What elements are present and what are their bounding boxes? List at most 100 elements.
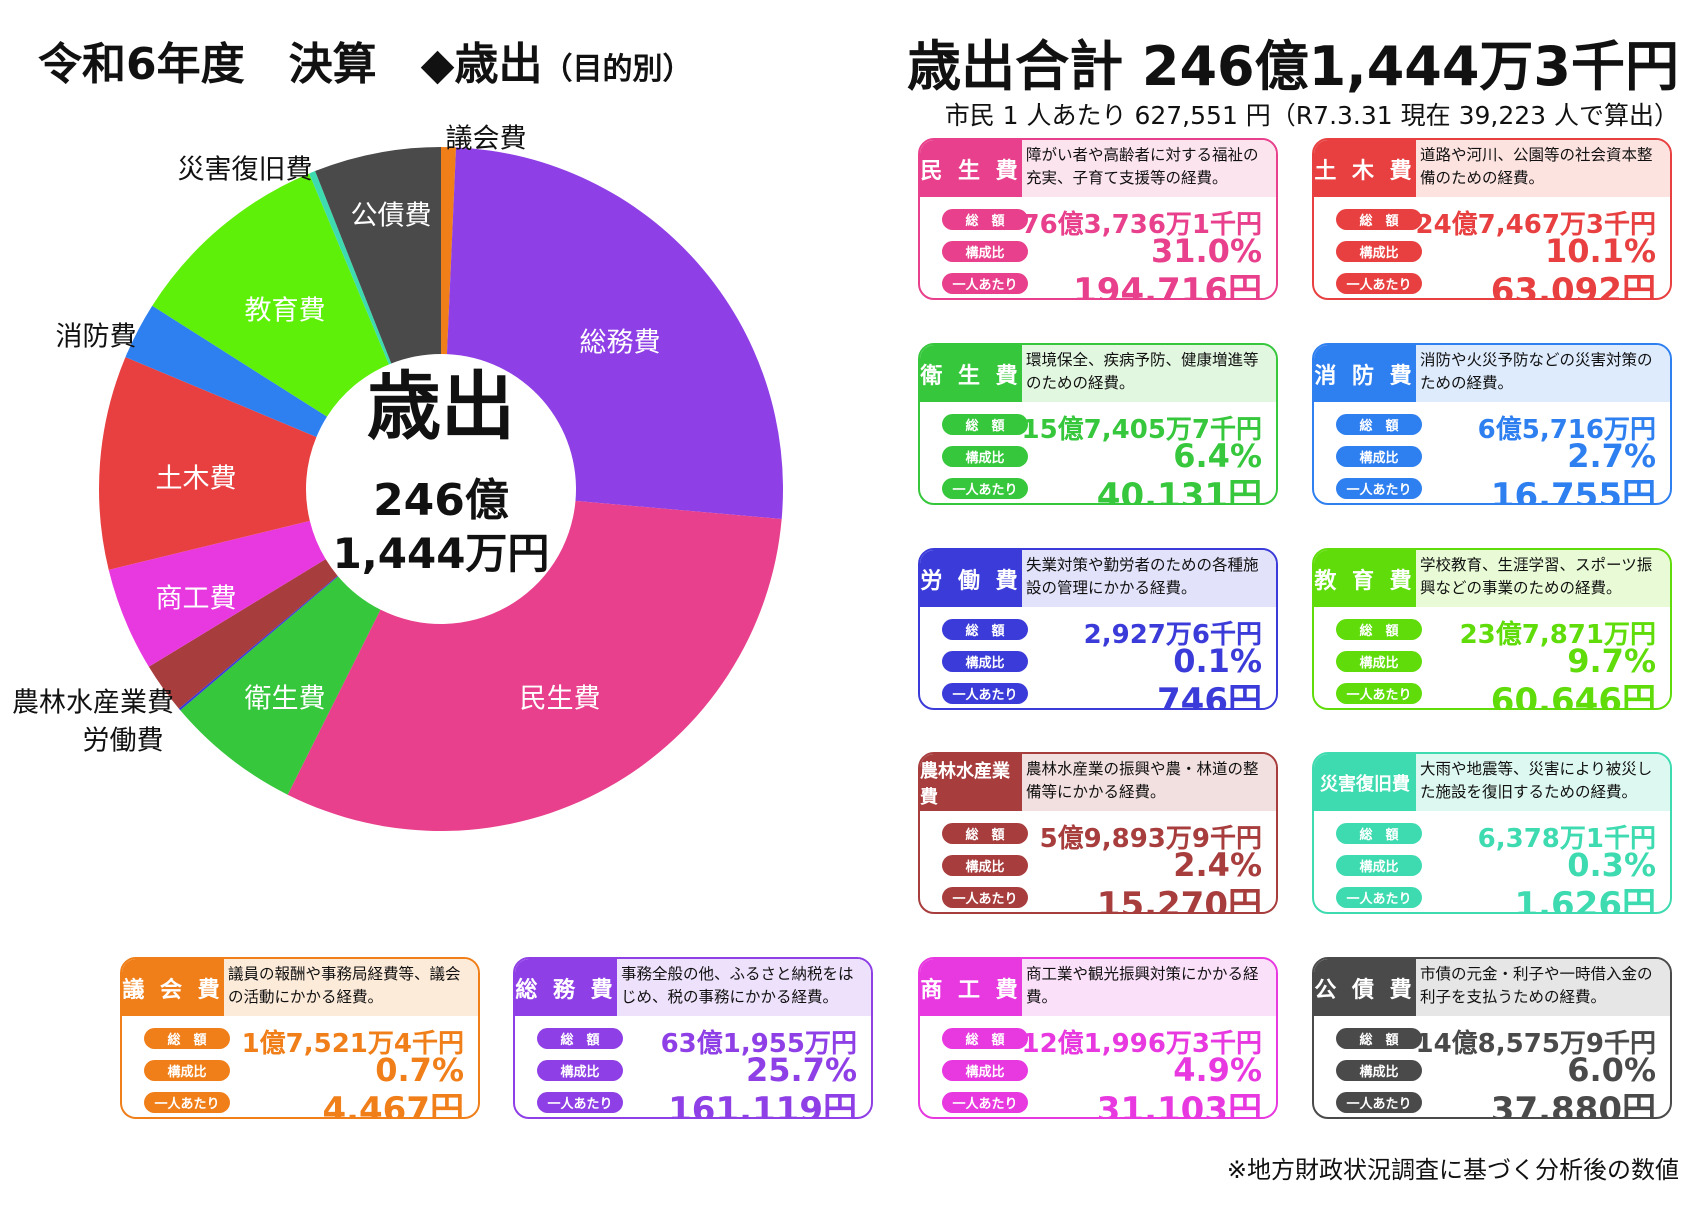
slice-1 [446,147,783,520]
page-title: 令和6年度 決算 ◆歳出（目的別） [38,28,692,92]
card-eisei: 衛 生 費環境保全、疾病予防、健康増進等のための経費。総 額 15億7,405万7… [918,343,1278,505]
slice-7 [99,357,317,570]
ratio-label-pill: 構成比 [942,855,1028,876]
card-row-ratio: 構成比 2.7% [1330,437,1656,475]
total-value: 5億9,893万9千円 [1039,824,1262,854]
card-row-per-person: 一人あたり 63,092円 [1330,267,1656,298]
ratio-label-pill: 構成比 [942,1060,1028,1081]
ratio-value: 2.4% [1173,846,1262,884]
card-row-ratio: 構成比 10.1% [1330,232,1656,270]
ratio-value: 0.1% [1173,642,1262,680]
total-value: 63億1,955万円 [660,1029,857,1059]
card-row-per-person: 一人あたり 16,755円 [1330,472,1656,503]
card-row-total: 総 額 6,378万1千円 [1330,817,1656,854]
slice-label-2: 民生費 [520,684,601,715]
per-person-value: 40,131円 [1096,476,1262,505]
card-row-per-person: 一人あたり 60,646円 [1330,677,1656,708]
slice-9 [152,173,389,417]
total-label-pill: 総 額 [144,1028,230,1049]
per-person-value: 746円 [1157,681,1262,710]
card-row-ratio: 構成比 6.4% [936,437,1262,475]
per-person-label-pill: 一人あたり [1336,683,1422,704]
per-person-label-pill: 一人あたり [1336,478,1422,499]
per-person-label-pill: 一人あたり [144,1092,230,1113]
per-person-label-pill: 一人あたり [1336,273,1422,294]
card-description: 失業対策や勤労者のための各種施設の管理にかかる経費。 [1026,556,1259,597]
slice-3 [180,576,381,795]
ratio-value: 6.0% [1567,1051,1656,1089]
ratio-label-pill: 構成比 [1336,1060,1422,1081]
total-label-pill: 総 額 [942,823,1028,844]
per-person-value: 31,103円 [1096,1090,1262,1119]
slice-8 [125,305,328,437]
card-row-total: 総 額 14億8,575万9千円 [1330,1022,1656,1059]
card-row-total: 総 額 15億7,405万7千円 [936,408,1262,445]
per-person-label-pill: 一人あたり [942,478,1028,499]
ratio-value: 0.7% [375,1051,464,1089]
per-person-label-pill: 一人あたり [942,273,1028,294]
slice-5 [148,559,338,709]
card-row-per-person: 一人あたり 31,103円 [936,1086,1262,1117]
total-label-pill: 総 額 [1336,823,1422,844]
total-value: 1億7,521万4千円 [241,1029,464,1059]
slice-2 [287,500,782,832]
card-shobo: 消 防 費消防や火災予防などの災害対策のための経費。総 額 6億5,716万円 構成… [1312,343,1672,505]
card-row-per-person: 一人あたり 15,270円 [936,881,1262,912]
card-row-per-person: 一人あたり 37,880円 [1330,1086,1656,1117]
card-category-name: 衛 生 費 [920,345,1022,402]
slice-label-9: 教育費 [245,296,326,327]
card-description: 農林水産業の振興や農・林道の整備等にかかる経費。 [1026,760,1259,801]
ratio-value: 2.7% [1567,437,1656,475]
per-person-value: 15,270円 [1096,885,1262,914]
card-description: 環境保全、疾病予防、健康増進等のための経費。 [1026,351,1259,392]
card-row-total: 総 額 2,927万6千円 [936,613,1262,650]
card-category-name: 教 育 費 [1314,550,1416,607]
card-header: 議 会 費議員の報酬や事務局経費等、議会の活動にかかる経費。 [122,959,478,1016]
card-row-ratio: 構成比 9.7% [1330,642,1656,680]
ratio-label-pill: 構成比 [942,446,1028,467]
per-person-label-pill: 一人あたり [942,683,1028,704]
card-category-name: 消 防 費 [1314,345,1416,402]
card-row-per-person: 一人あたり 161,119円 [531,1086,857,1117]
card-description: 学校教育、生涯学習、スポーツ振興などの事業のための経費。 [1420,556,1653,597]
total-value: 12億1,996万3千円 [1021,1029,1262,1059]
card-row-per-person: 一人あたり 1,626円 [1330,881,1656,912]
total-label-pill: 総 額 [1336,619,1422,640]
card-header: 民 生 費障がい者や高齢者に対する福祉の充実、子育て支援等の経費。 [920,140,1276,197]
card-row-per-person: 一人あたり 4,467円 [138,1086,464,1117]
card-row-per-person: 一人あたり 40,131円 [936,472,1262,503]
per-person-value: 60,646円 [1490,681,1656,710]
per-person-value: 63,092円 [1490,271,1656,300]
ratio-value: 6.4% [1173,437,1262,475]
ratio-label-pill: 構成比 [144,1060,230,1081]
card-minsei: 民 生 費障がい者や高齢者に対する福祉の充実、子育て支援等の経費。総 額 76億3… [918,138,1278,300]
card-category-name: 総 務 費 [515,959,617,1016]
card-description: 議員の報酬や事務局経費等、議会の活動にかかる経費。 [228,965,461,1006]
card-row-ratio: 構成比 31.0% [936,232,1262,270]
card-header: 労 働 費失業対策や勤労者のための各種施設の管理にかかる経費。 [920,550,1276,607]
slice-label-3: 衛生費 [245,684,326,715]
ratio-value: 4.9% [1173,1051,1262,1089]
per-person-value: 37,880円 [1490,1090,1656,1119]
total-value: 23億7,871万円 [1459,620,1656,650]
ratio-value: 31.0% [1150,232,1262,270]
total-value: 6億5,716万円 [1477,415,1656,445]
card-header: 衛 生 費環境保全、疾病予防、健康増進等のための経費。 [920,345,1276,402]
card-header: 公 債 費市債の元金・利子や一時借入金の利子を支払うための経費。 [1314,959,1670,1016]
total-value: 76億3,736万1千円 [1021,210,1262,240]
center-line3: 1,444万円 [333,529,550,578]
slice-0 [441,147,457,355]
total-label-pill: 総 額 [537,1028,623,1049]
card-rodo: 労 働 費失業対策や勤労者のための各種施設の管理にかかる経費。総 額 2,927万… [918,548,1278,710]
per-person-label-pill: 一人あたり [1336,1092,1422,1113]
card-category-name: 農林水産業費 [920,754,1022,811]
slice-label-11: 公債費 [351,201,432,232]
slice-label-7: 土木費 [156,464,237,495]
card-norin: 農林水産業費 農林水産業の振興や農・林道の整備等にかかる経費。総 額 5億9,893… [918,752,1278,914]
ratio-label-pill: 構成比 [1336,855,1422,876]
title-main: 令和6年度 決算 ◆歳出 [38,39,543,90]
card-row-ratio: 構成比 0.7% [138,1051,464,1089]
card-row-ratio: 構成比 0.3% [1330,846,1656,884]
per-capita-note: 市民 1 人あたり 627,551 円（R7.3.31 現在 39,223 人で… [944,101,1679,130]
footnote: ※地方財政状況調査に基づく分析後の数値 [1226,1156,1679,1184]
